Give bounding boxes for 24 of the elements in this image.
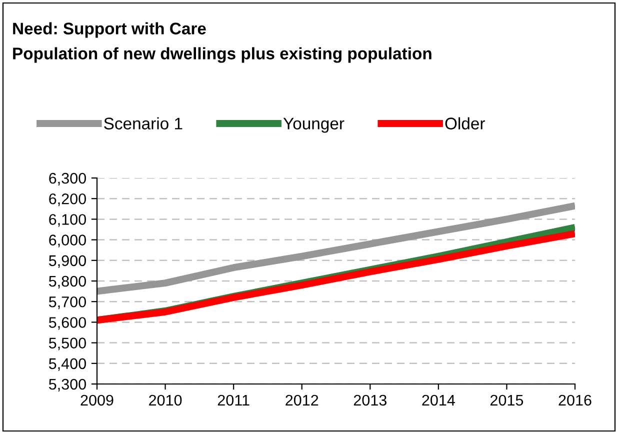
y-tick-label: 6,300 bbox=[49, 172, 86, 186]
x-tick-label: 2015 bbox=[490, 394, 524, 406]
y-tick-label: 6,100 bbox=[49, 214, 86, 227]
y-tick-label: 5,300 bbox=[48, 378, 86, 392]
x-tick-label: 2012 bbox=[286, 394, 318, 406]
y-tick-label: 6,000 bbox=[49, 234, 86, 248]
y-tick-label: 5,800 bbox=[48, 276, 86, 288]
x-tick-label: 2010 bbox=[149, 394, 182, 406]
y-tick-label: 6,200 bbox=[49, 193, 86, 206]
x-tick-label: 2009 bbox=[80, 394, 114, 406]
x-tick-label: 2016 bbox=[558, 394, 592, 406]
legend-label: Scenario 1 bbox=[104, 117, 182, 130]
y-tick-label: 5,400 bbox=[48, 358, 86, 371]
chart-subtitle: Population of new dwellings plus existing population bbox=[13, 47, 432, 63]
y-tick-label: 5,500 bbox=[48, 338, 86, 350]
x-tick-label: 2013 bbox=[354, 394, 386, 406]
legend-label: Older bbox=[445, 117, 485, 130]
y-tick-label: 5,900 bbox=[48, 255, 86, 268]
x-tick-label: 2011 bbox=[218, 394, 250, 406]
y-tick-label: 5,700 bbox=[48, 296, 86, 310]
x-tick-label: 2014 bbox=[422, 394, 455, 406]
chart-title: Need: Support with Care bbox=[13, 22, 206, 38]
y-tick-label: 5,600 bbox=[48, 317, 86, 330]
legend-label: Younger bbox=[283, 118, 344, 133]
